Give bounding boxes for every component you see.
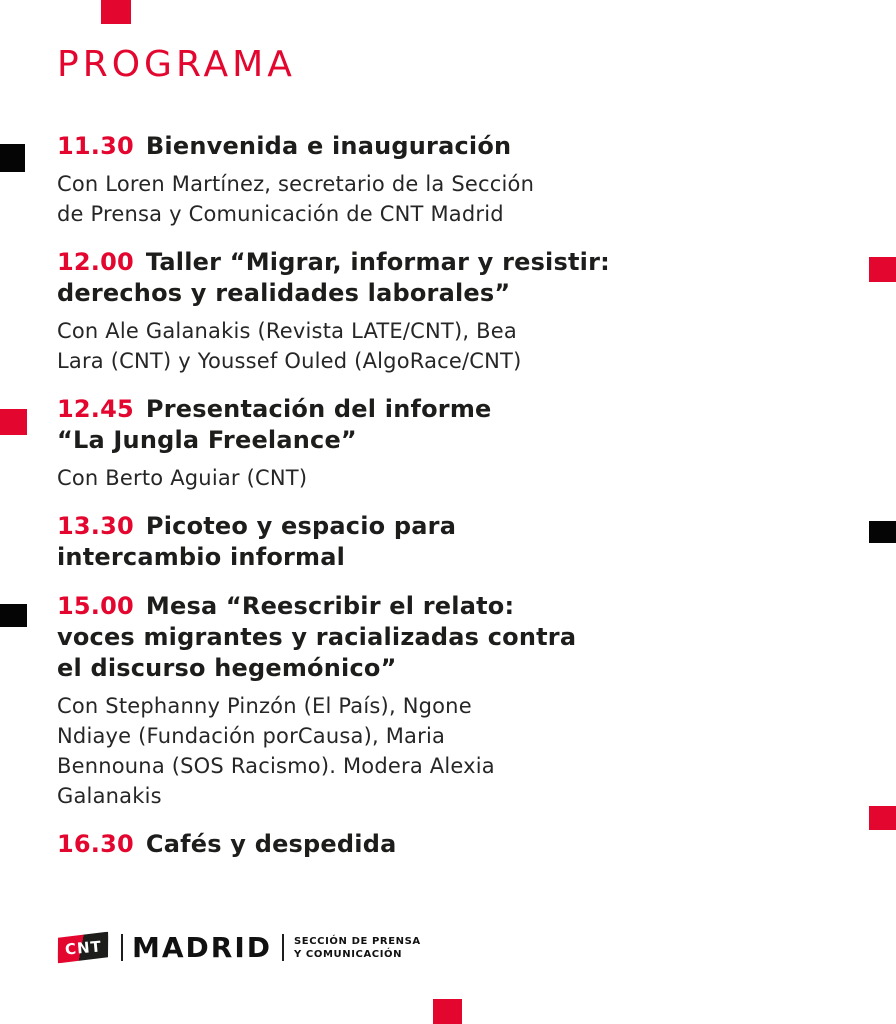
schedule-title: Picoteo y espacio para intercambio infor…: [57, 512, 457, 571]
decor-square-right-black-1: [869, 521, 896, 543]
schedule-detail: Con Loren Martínez, secretario de la Sec…: [57, 172, 535, 226]
schedule-time: 12.45: [57, 395, 134, 423]
schedule-detail: Con Ale Galanakis (Revista LATE/CNT), Be…: [57, 319, 522, 373]
footer-divider: [282, 934, 284, 961]
schedule-title: Presentación del informe “La Jungla Free…: [57, 395, 492, 454]
program-content: PROGRAMA 11.30 Bienvenida e inauguración …: [57, 44, 857, 878]
schedule-time: 16.30: [57, 830, 134, 858]
schedule-entry-heading: 11.30 Bienvenida e inauguración: [57, 131, 857, 162]
schedule-title: Mesa “Reescribir el relato: voces migran…: [57, 592, 577, 682]
footer-section-label: SECCIÓN DE PRENSA Y COMUNICACIÓN: [294, 935, 421, 960]
decor-square-bottom-red: [433, 999, 462, 1024]
schedule-entry-heading: 12.45 Presentación del informe “La Jungla…: [57, 394, 857, 456]
page-title: PROGRAMA: [57, 44, 296, 85]
schedule-entry-heading: 12.00 Taller “Migrar, informar y resistir…: [57, 247, 857, 309]
decor-square-left-black-1: [0, 144, 25, 172]
cnt-logo-text: CNT: [63, 936, 103, 959]
schedule-time: 13.30: [57, 512, 134, 540]
footer-city-label: MADRID: [132, 931, 272, 964]
schedule-time: 12.00: [57, 248, 134, 276]
schedule-time: 15.00: [57, 592, 134, 620]
schedule-entry: 13.30 Picoteo y espacio para intercambio …: [57, 511, 857, 573]
schedule-entry-heading: 15.00 Mesa “Reescribir el relato: voces m…: [57, 591, 857, 684]
schedule-entry: 16.30 Cafés y despedida: [57, 829, 857, 860]
schedule-time: 11.30: [57, 132, 134, 160]
schedule-detail: Con Berto Aguiar (CNT): [57, 466, 308, 490]
decor-square-top-red: [101, 0, 131, 24]
schedule-entry: 12.00 Taller “Migrar, informar y resistir…: [57, 247, 857, 376]
decor-square-right-red-1: [869, 257, 896, 282]
decor-square-left-black-2: [0, 604, 27, 627]
decor-square-right-red-2: [869, 806, 896, 830]
schedule-entry: 12.45 Presentación del informe “La Jungla…: [57, 394, 857, 493]
schedule-title: Taller “Migrar, informar y resistir: der…: [57, 248, 610, 307]
schedule-entry: 15.00 Mesa “Reescribir el relato: voces m…: [57, 591, 857, 811]
schedule-title: Cafés y despedida: [145, 830, 397, 858]
schedule-entry-heading: 16.30 Cafés y despedida: [57, 829, 857, 860]
footer-divider: [121, 934, 123, 961]
schedule-detail: Con Stephanny Pinzón (El País), Ngone Nd…: [57, 694, 495, 808]
schedule-entry: 11.30 Bienvenida e inauguración Con Loren…: [57, 131, 857, 229]
schedule-title: Bienvenida e inauguración: [145, 132, 512, 160]
footer-brand: CNT MADRID SECCIÓN DE PRENSA Y COMUNICAC…: [57, 931, 421, 964]
decor-square-left-red-1: [0, 409, 27, 435]
cnt-flag-logo: CNT: [56, 932, 109, 964]
schedule-entry-heading: 13.30 Picoteo y espacio para intercambio …: [57, 511, 857, 573]
